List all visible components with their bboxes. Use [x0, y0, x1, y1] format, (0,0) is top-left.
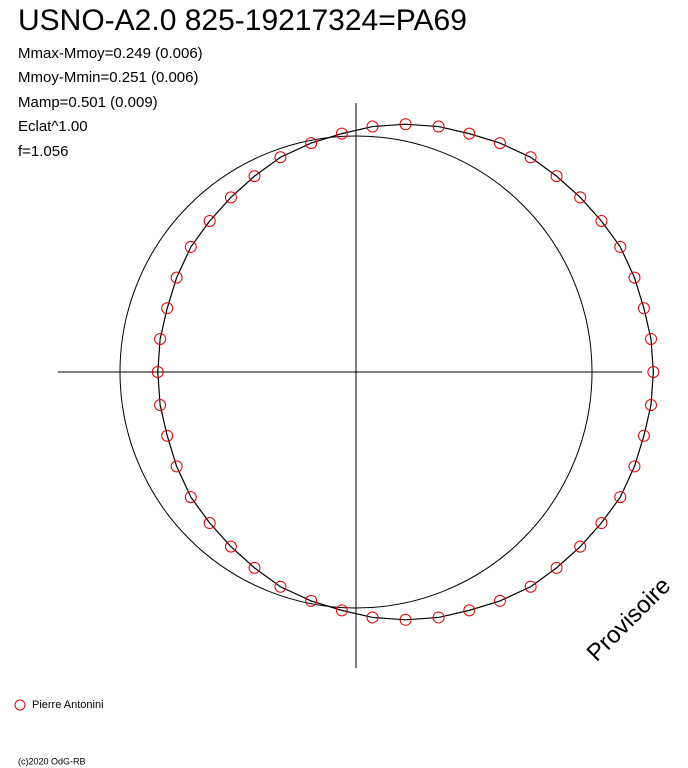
data-point: [366, 120, 379, 133]
data-point: [614, 240, 627, 253]
annotation: Mamp=0.501 (0.009): [18, 94, 158, 111]
data-point: [184, 240, 197, 253]
data-point: [248, 170, 261, 183]
data-point: [550, 170, 563, 183]
data-point: [248, 561, 261, 574]
data-point: [366, 611, 379, 624]
data-point: [170, 460, 183, 473]
data-point: [432, 611, 445, 624]
footer: (c)2020 OdG-RB: [18, 756, 86, 766]
data-point: [463, 604, 476, 617]
data-point: [151, 366, 164, 378]
data-point: [203, 214, 216, 227]
data-point: [628, 271, 641, 284]
watermark: Provisoire: [582, 572, 677, 667]
annotation: Eclat^1.00: [18, 118, 88, 135]
annotation: Mmax-Mmoy=0.249 (0.006): [18, 45, 203, 62]
data-point: [224, 540, 237, 553]
fit-curve: [157, 123, 654, 621]
data-point: [524, 580, 537, 593]
data-point: [595, 517, 608, 530]
data-point: [170, 271, 183, 284]
data-point: [161, 302, 174, 315]
data-point: [154, 332, 167, 345]
data-point: [550, 561, 563, 574]
data-point: [463, 127, 476, 140]
data-point: [203, 517, 216, 530]
data-point: [493, 137, 506, 150]
data-point: [224, 191, 237, 204]
data-point: [628, 460, 641, 473]
data-point: [645, 332, 657, 345]
data-point: [493, 594, 506, 607]
legend-label: Pierre Antonini: [32, 699, 104, 711]
data-point: [647, 366, 660, 378]
annotation: f=1.056: [18, 143, 68, 160]
data-point: [274, 151, 287, 164]
annotation: Mmoy-Mmin=0.251 (0.006): [18, 69, 198, 86]
chart-title: USNO-A2.0 825-19217324=PA69: [18, 4, 467, 37]
data-point: [161, 429, 174, 442]
data-point: [399, 613, 412, 626]
legend-marker: [14, 699, 26, 711]
data-point: [595, 214, 608, 227]
data-point: [637, 429, 650, 442]
data-point: [305, 137, 318, 150]
data-point: [335, 604, 348, 617]
data-point: [154, 399, 167, 412]
data-point: [574, 540, 587, 553]
data-point: [637, 302, 650, 315]
data-point: [645, 399, 657, 412]
reference-circle: [119, 135, 593, 609]
data-point: [524, 151, 537, 164]
data-point: [274, 580, 287, 593]
data-point: [399, 118, 412, 131]
data-point: [335, 127, 348, 140]
data-point: [614, 491, 627, 504]
data-point: [305, 594, 318, 607]
data-point: [432, 120, 445, 133]
data-point: [574, 191, 587, 204]
data-point: [184, 491, 197, 504]
